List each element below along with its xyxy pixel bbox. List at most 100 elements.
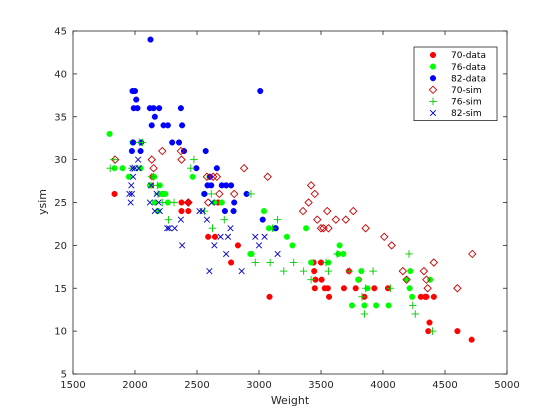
point-70-sim-27 [349,206,358,216]
point-76-sim-28 [324,267,333,275]
point-70-sim-25 [331,215,341,224]
legend-entry-82-sim: 82-sim [429,109,482,119]
point-70-sim-2 [149,163,158,173]
point-76-data-36 [361,302,368,309]
point-82-sim-26 [217,233,224,240]
point-70-sim-36 [429,258,439,267]
point-76-sim-36 [405,250,413,258]
point-82-data-32 [228,182,235,189]
point-70-sim-34 [422,275,431,284]
legend-label: 82-sim [451,109,482,119]
point-76-sim-8 [154,190,162,198]
point-76-sim-31 [358,293,366,301]
point-76-sim-29 [333,250,341,258]
point-76-sim-19 [251,258,260,267]
point-70-sim-30 [387,241,396,250]
x-tick-label: 3000 [246,380,271,391]
point-82-sim-2 [128,182,135,189]
point-70-sim-33 [419,266,429,276]
legend-entry-70-sim: 70-sim [428,85,482,96]
point-70-sim-5 [177,155,186,164]
point-82-sim-33 [261,233,268,240]
point-82-sim-13 [155,199,162,206]
point-70-sim-15 [263,172,272,182]
series-76-data [106,130,434,309]
point-76-sim-37 [408,301,417,310]
point-82-sim-5 [130,173,137,180]
point-70-data-12 [234,242,241,249]
point-70-data-9 [211,233,219,240]
point-76-data-31 [336,242,343,249]
point-82-data-36 [257,87,264,95]
point-70-sim-12 [215,189,224,199]
point-70-data-7 [185,208,192,215]
y-tick-label: 20 [54,241,67,252]
point-82-sim-18 [177,216,184,223]
point-76-data-3 [125,173,132,180]
legend-label: 82-data [451,74,486,84]
point-70-data-37 [468,336,475,343]
point-82-data-16 [164,122,171,129]
point-70-sim-37 [453,284,462,293]
point-76-sim-6 [149,172,158,181]
point-70-sim-3 [158,146,167,156]
y-tick-label: 15 [54,284,67,295]
point-76-sim-14 [200,207,209,215]
y-tick-label: 35 [54,112,67,123]
point-70-sim-20 [313,215,322,224]
point-70-sim-7 [184,198,193,207]
point-82-data-20 [179,122,186,129]
point-76-data-5 [137,165,144,172]
point-70-sim-35 [423,284,432,293]
x-tick-label: 5000 [494,380,519,391]
x-tick-label: 2000 [122,380,147,391]
point-70-data-36 [454,328,461,335]
point-76-sim-7 [153,181,162,190]
x-tick-label: 2500 [184,380,209,391]
legend-marker-82-sim [429,109,437,117]
y-tick-label: 5 [61,370,67,381]
point-82-data-14 [156,105,163,112]
point-82-sim-0 [126,190,133,198]
point-82-sim-15 [164,225,171,232]
point-76-data-12 [162,190,169,197]
point-82-sim-14 [156,207,163,215]
point-76-sim-30 [345,267,354,275]
point-70-sim-8 [202,172,212,182]
x-tick-label: 4000 [370,380,395,391]
point-76-sim-16 [208,224,217,233]
point-70-sim-21 [316,223,326,233]
point-82-sim-21 [199,207,206,215]
y-tick-label: 40 [54,69,67,80]
point-82-sim-17 [171,225,178,232]
point-76-sim-39 [428,327,437,335]
point-76-sim-34 [369,267,377,275]
point-76-sim-24 [289,258,298,267]
point-70-sim-11 [212,172,222,182]
point-70-data-35 [430,293,437,300]
legend-marker-70-sim [428,85,438,95]
point-82-sim-34 [274,250,281,258]
point-70-sim-32 [402,275,411,284]
point-82-sim-29 [227,225,234,232]
point-76-data-41 [406,285,413,292]
point-76-data-8 [151,199,158,206]
point-76-data-21 [248,250,255,257]
point-76-sim-17 [220,215,229,224]
point-70-data-0 [111,190,118,197]
point-70-sim-23 [322,206,332,216]
point-70-sim-17 [304,198,313,207]
series-76-sim [106,138,437,335]
point-76-data-28 [308,259,315,266]
legend-marker-76-data [429,63,437,70]
point-76-sim-4 [138,138,147,147]
point-76-sim-11 [170,198,178,207]
y-tick-label: 25 [54,198,67,209]
point-70-data-32 [423,293,430,300]
legend-label: 70-data [451,51,486,61]
point-76-sim-25 [299,267,308,275]
point-70-data-21 [324,285,331,292]
point-70-data-25 [352,285,359,292]
point-76-data-14 [189,173,196,180]
